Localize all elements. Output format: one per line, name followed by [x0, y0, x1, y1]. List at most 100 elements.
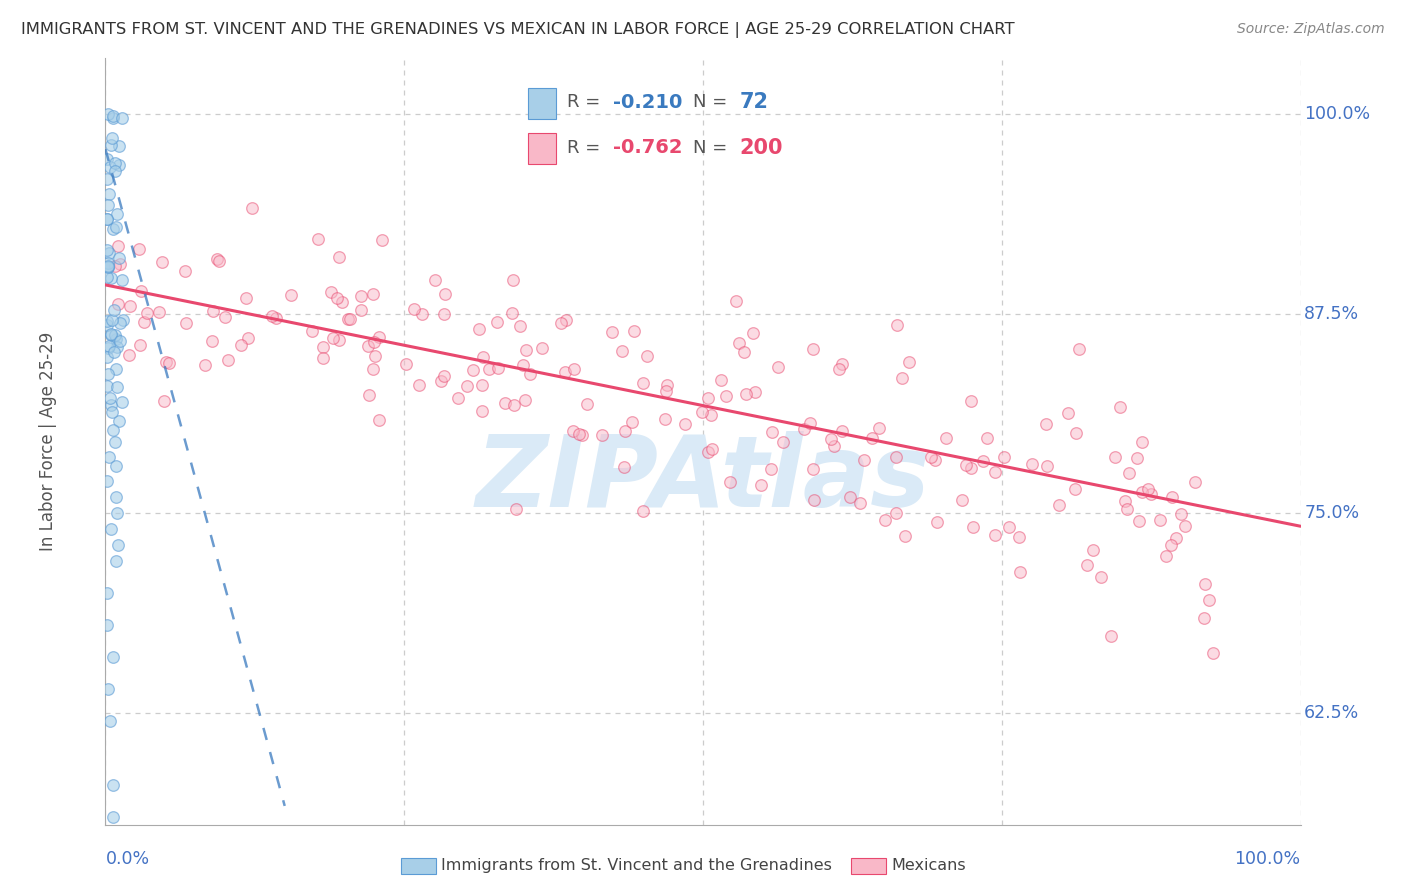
Point [280, 288, 302, 302]
Point [1066, 426, 1088, 441]
Point [512, 359, 534, 373]
Point [1174, 518, 1197, 533]
Point [472, 350, 495, 364]
Bar [529, 133, 555, 164]
Point [509, 319, 531, 334]
Point [733, 345, 755, 359]
Point [371, 234, 394, 248]
Point [772, 435, 794, 450]
Point [827, 361, 849, 376]
Point [132, 315, 155, 329]
Point [339, 311, 361, 326]
Point [955, 458, 977, 472]
Point [515, 393, 537, 408]
Point [1170, 507, 1192, 521]
Point [194, 358, 217, 372]
Point [519, 367, 541, 381]
Point [107, 297, 129, 311]
Text: IMMIGRANTS FROM ST. VINCENT AND THE GRENADINES VS MEXICAN IN LABOR FORCE | AGE 2: IMMIGRANTS FROM ST. VINCENT AND THE GREN… [21, 22, 1015, 38]
Point [673, 417, 696, 431]
Point [831, 424, 853, 438]
Point [96, 350, 118, 364]
Point [655, 384, 678, 398]
Point [1201, 646, 1223, 660]
Point [1130, 435, 1153, 450]
Point [101, 131, 124, 145]
Point [96, 586, 118, 600]
Point [96, 475, 118, 489]
Point [868, 421, 890, 435]
Point [950, 492, 973, 507]
Point [433, 307, 456, 321]
Text: In Labor Force | Age 25-29: In Labor Force | Age 25-29 [39, 332, 58, 551]
Text: 100.0%: 100.0% [1234, 850, 1301, 868]
Point [96, 211, 118, 226]
Text: 200: 200 [740, 137, 783, 158]
Point [174, 264, 197, 278]
Point [567, 427, 589, 442]
Point [886, 318, 908, 332]
Point [1125, 451, 1147, 466]
Text: -0.210: -0.210 [613, 93, 683, 112]
Point [118, 349, 141, 363]
Point [759, 462, 782, 476]
Point [1035, 459, 1057, 474]
Point [714, 388, 737, 402]
Point [993, 450, 1015, 464]
Point [108, 257, 131, 271]
Point [823, 439, 845, 453]
Point [361, 287, 384, 301]
Point [404, 302, 426, 317]
Point [820, 432, 842, 446]
Point [614, 424, 637, 438]
Point [873, 513, 896, 527]
Point [100, 405, 122, 419]
Point [718, 475, 741, 489]
Point [103, 222, 125, 236]
Point [157, 355, 180, 369]
Text: Immigrants from St. Vincent and the Grenadines: Immigrants from St. Vincent and the Gren… [441, 858, 832, 872]
Text: N =: N = [693, 138, 733, 157]
Point [891, 371, 914, 385]
Point [97, 341, 120, 355]
Point [100, 138, 122, 153]
Point [100, 523, 122, 537]
Point [505, 502, 527, 516]
Point [1160, 538, 1182, 552]
Point [600, 325, 623, 339]
Point [1136, 482, 1159, 496]
Point [575, 397, 598, 411]
Point [155, 355, 177, 369]
Point [111, 395, 134, 409]
Point [103, 345, 125, 359]
Text: R =: R = [567, 94, 606, 112]
Point [361, 362, 384, 376]
Point [97, 198, 120, 212]
Point [983, 528, 1005, 542]
Point [461, 363, 484, 377]
Point [860, 431, 883, 445]
Point [697, 445, 720, 459]
Text: 0.0%: 0.0% [105, 850, 149, 868]
Point [447, 391, 470, 405]
Point [571, 428, 593, 442]
Point [104, 458, 127, 473]
Point [322, 331, 344, 345]
Point [97, 107, 120, 121]
Point [1076, 558, 1098, 573]
Point [471, 404, 494, 418]
Point [434, 287, 457, 301]
Point [363, 334, 385, 349]
Point [884, 506, 907, 520]
Point [238, 331, 260, 345]
Point [111, 313, 134, 327]
Point [623, 324, 645, 338]
Point [104, 164, 127, 178]
Point [129, 338, 152, 352]
Point [1184, 475, 1206, 489]
Point [1010, 565, 1032, 579]
Point [330, 295, 353, 310]
Point [531, 341, 554, 355]
Point [96, 318, 118, 332]
Point [1067, 342, 1090, 356]
